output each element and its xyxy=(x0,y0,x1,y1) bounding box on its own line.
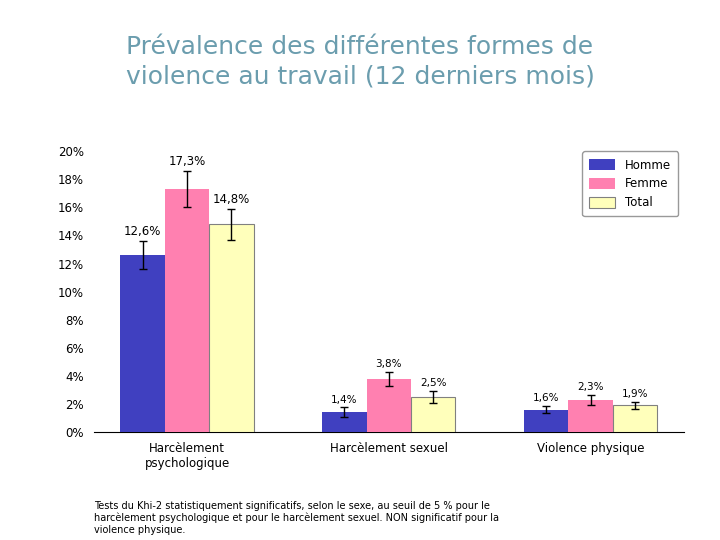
Text: 1,4%: 1,4% xyxy=(331,395,358,404)
Legend: Homme, Femme, Total: Homme, Femme, Total xyxy=(582,152,678,217)
Bar xyxy=(613,406,657,432)
Text: Prévalence des différentes formes de
violence au travail (12 derniers mois): Prévalence des différentes formes de vio… xyxy=(125,35,595,89)
Text: 14,8%: 14,8% xyxy=(213,193,250,206)
Text: 8: 8 xyxy=(9,6,19,21)
Bar xyxy=(165,189,210,432)
Text: Tests du Khi-2 statistiquement significatifs, selon le sexe, au seuil de 5 % pou: Tests du Khi-2 statistiquement significa… xyxy=(94,501,498,535)
Bar xyxy=(524,409,568,432)
Text: 2,3%: 2,3% xyxy=(577,382,604,392)
Bar xyxy=(568,400,613,432)
Bar xyxy=(210,224,253,432)
Bar xyxy=(323,413,366,432)
Text: 12,6%: 12,6% xyxy=(124,225,161,238)
Text: 17,3%: 17,3% xyxy=(168,155,206,168)
Text: 1,6%: 1,6% xyxy=(533,393,559,403)
Text: 1,9%: 1,9% xyxy=(621,389,648,399)
Text: 2,5%: 2,5% xyxy=(420,379,446,388)
Bar xyxy=(411,397,455,432)
Bar xyxy=(366,379,411,432)
Text: 3,8%: 3,8% xyxy=(376,359,402,369)
Bar xyxy=(120,255,165,432)
